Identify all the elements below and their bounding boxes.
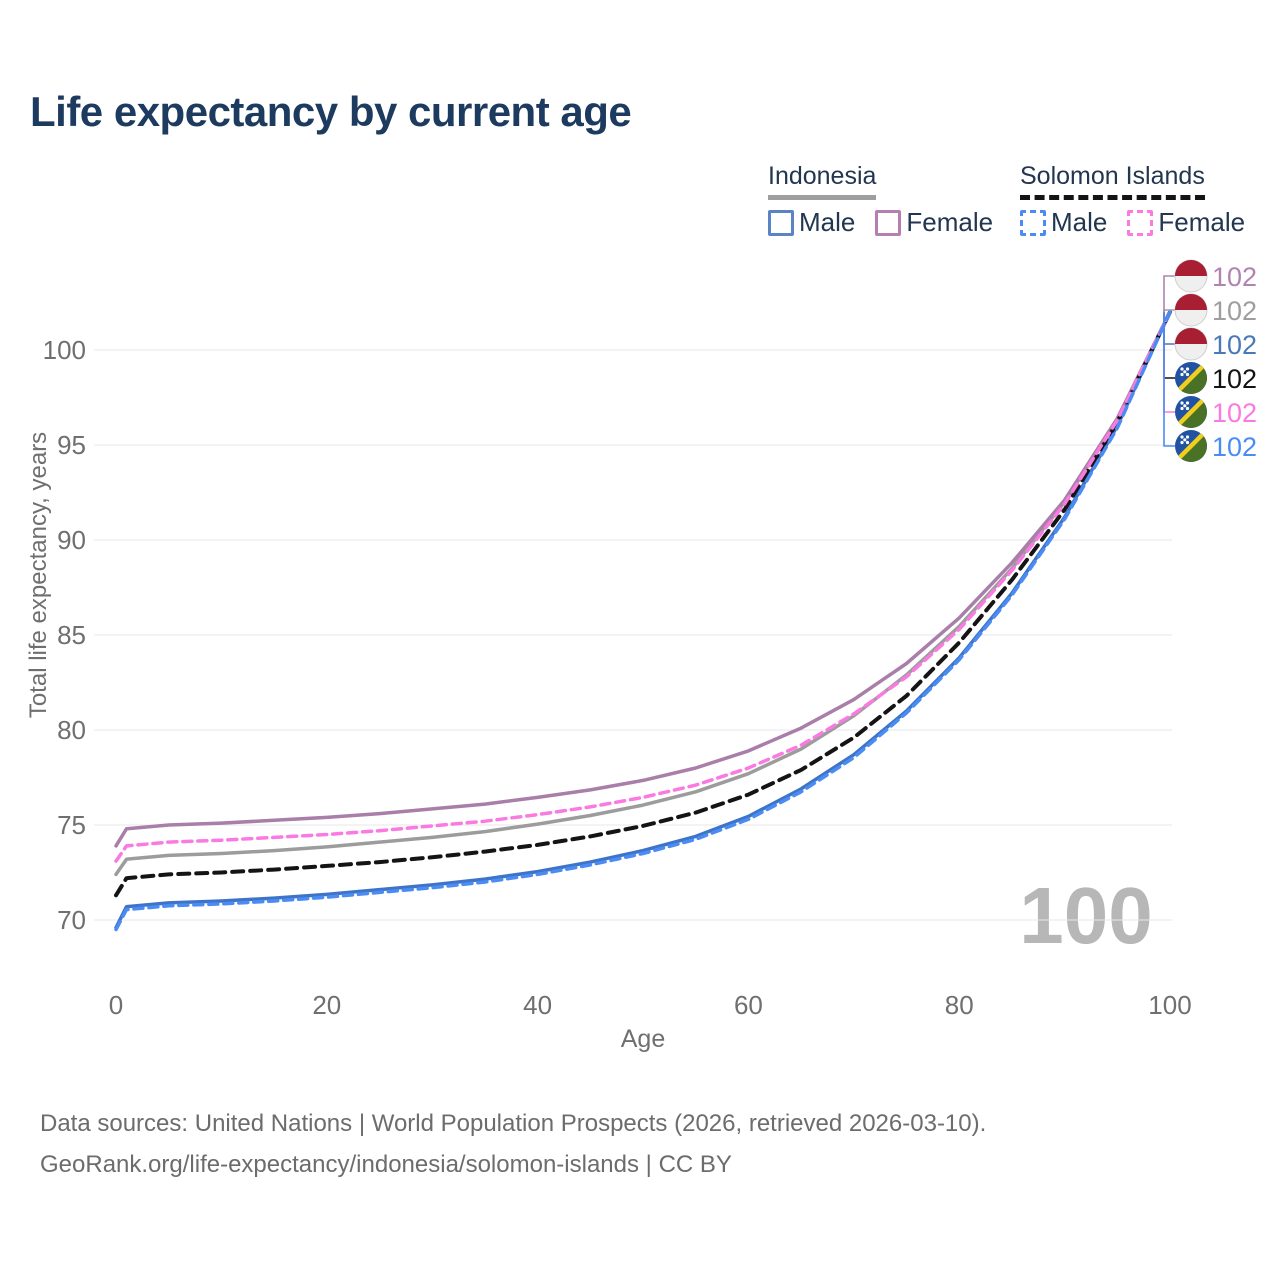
age-watermark: 100	[1019, 871, 1152, 960]
x-tick-label: 0	[109, 990, 123, 1020]
legend: Indonesia Male Female Solomon Islands Ma…	[0, 162, 1280, 242]
legend-title-solomon-islands: Solomon Islands	[1020, 162, 1205, 200]
y-tick-label: 100	[43, 335, 86, 365]
flag-icon-indonesia	[1174, 259, 1208, 293]
y-tick-label: 85	[57, 620, 86, 650]
legend-swatch-indonesia-female[interactable]	[875, 209, 902, 236]
y-tick-label: 75	[57, 810, 86, 840]
series-line-indonesia-all[interactable]	[114, 310, 1172, 877]
callout-value-solomon-islands-female: 102	[1212, 398, 1257, 428]
legend-label-indonesia-male[interactable]: Male	[799, 207, 856, 237]
series-line-indonesia-female[interactable]	[114, 310, 1172, 848]
page-title: Life expectancy by current age	[30, 88, 632, 135]
footer-attribution: GeoRank.org/life-expectancy/indonesia/so…	[40, 1151, 732, 1178]
legend-label-indonesia-female[interactable]: Female	[906, 207, 994, 237]
x-tick-label: 80	[945, 990, 974, 1020]
x-axis-title: Age	[621, 1025, 665, 1053]
legend-swatch-indonesia-male[interactable]	[768, 209, 794, 236]
flag-icon-solomon-islands	[1175, 396, 1207, 428]
flag-icon-solomon-islands	[1175, 430, 1207, 462]
y-tick-label: 90	[57, 525, 86, 555]
y-axis-title: Total life expectancy, years	[25, 432, 52, 718]
legend-group-indonesia: Indonesia Male Female	[768, 162, 1013, 238]
callout-connector-indonesia-female	[1163, 275, 1175, 312]
series-line-solomon-islands-all[interactable]	[114, 310, 1172, 898]
life-expectancy-line-chart: 100 70 75 80 85 90 95 100 0 20 40 60 80 100 Age Total l…	[25, 259, 1257, 1053]
x-tick-label: 100	[1148, 990, 1191, 1020]
callout-value-solomon-islands-male: 102	[1212, 432, 1257, 462]
flag-icon-indonesia	[1174, 327, 1208, 361]
series-line-solomon-islands-male[interactable]	[114, 310, 1172, 932]
y-tick-label: 70	[57, 905, 86, 935]
callout-connector-solomon-islands-female	[1163, 312, 1175, 413]
footer-data-sources: Data sources: United Nations | World Pop…	[40, 1110, 987, 1137]
callout-value-solomon-islands-all: 102	[1212, 364, 1257, 394]
callout-value-indonesia-all: 102	[1212, 296, 1257, 326]
callout-value-indonesia-female: 102	[1212, 262, 1257, 292]
legend-swatch-solomon-female[interactable]	[1127, 209, 1154, 236]
x-tick-label: 60	[734, 990, 763, 1020]
flag-icon-indonesia	[1174, 293, 1208, 327]
series-line-indonesia-male[interactable]	[114, 310, 1172, 930]
legend-label-solomon-female[interactable]: Female	[1158, 207, 1246, 237]
y-tick-label: 95	[57, 430, 86, 460]
legend-label-solomon-male[interactable]: Male	[1051, 207, 1108, 237]
flag-icon-solomon-islands	[1175, 362, 1207, 394]
legend-swatch-solomon-male[interactable]	[1020, 209, 1046, 236]
legend-group-solomon-islands: Solomon Islands Male Female	[1020, 162, 1265, 238]
x-tick-label: 20	[312, 990, 341, 1020]
footer: Data sources: United Nations | World Pop…	[40, 1103, 986, 1185]
legend-items-indonesia: Male Female	[768, 207, 1013, 238]
legend-items-solomon-islands: Male Female	[1020, 207, 1265, 238]
callout-value-indonesia-male: 102	[1212, 330, 1257, 360]
series-line-solomon-islands-female[interactable]	[114, 310, 1172, 863]
callout-connector-solomon-islands-male	[1163, 312, 1175, 447]
x-tick-label: 40	[523, 990, 552, 1020]
y-tick-label: 80	[57, 715, 86, 745]
legend-title-indonesia: Indonesia	[768, 162, 877, 200]
